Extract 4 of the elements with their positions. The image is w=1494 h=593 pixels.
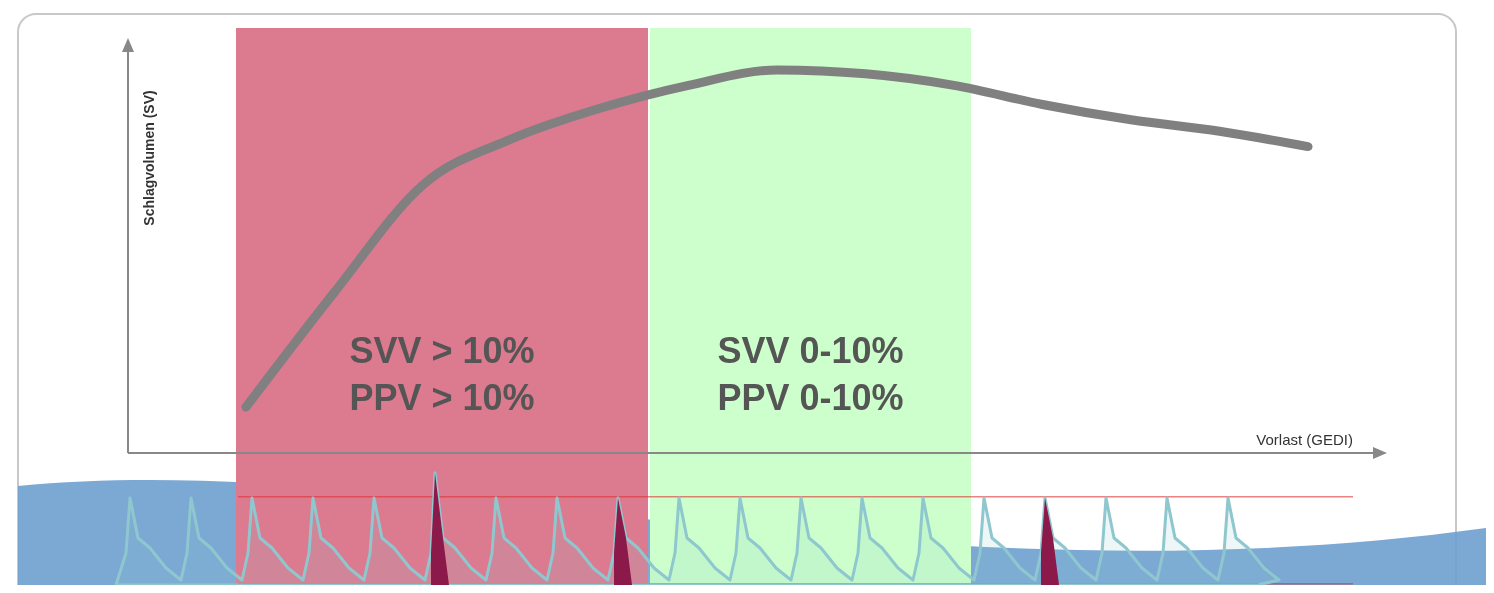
x-axis-title: Vorlast (GEDI)	[1256, 431, 1353, 448]
annotation: SVV 0-10% PPV 0-10%	[717, 330, 904, 418]
y-axis-title: Schlagvolumen (SV)	[141, 90, 157, 226]
annotation: SVV > 10% PPV > 10%	[349, 330, 535, 418]
